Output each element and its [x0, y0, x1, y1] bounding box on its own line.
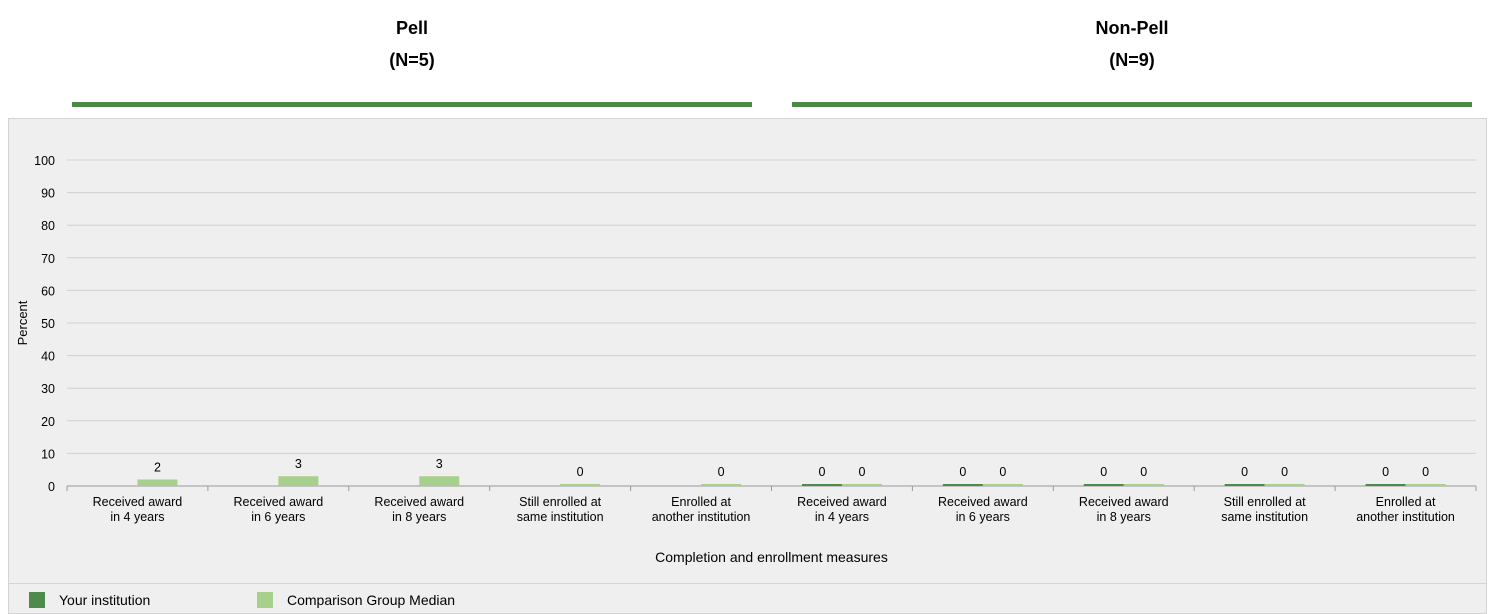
bar — [1224, 484, 1265, 486]
bar — [942, 484, 983, 486]
x-tick-label: Enrolled at — [671, 495, 731, 509]
chart-legend: Your institution Comparison Group Median — [8, 583, 1487, 614]
x-tick-label: Received award — [797, 495, 887, 509]
bar-value-label: 0 — [1422, 465, 1429, 479]
y-tick-label: 90 — [41, 187, 55, 201]
y-tick-label: 70 — [41, 252, 55, 266]
bar-value-label: 3 — [436, 457, 443, 471]
y-tick-label: 100 — [34, 154, 55, 168]
y-tick-label: 40 — [41, 350, 55, 364]
bar — [701, 484, 742, 486]
pell-group-title: Pell — [395, 18, 429, 38]
bar-value-label: 0 — [858, 465, 865, 479]
y-axis-title: Percent — [15, 300, 30, 345]
x-tick-label: same institution — [1221, 510, 1308, 524]
x-tick-label: another institution — [1356, 510, 1455, 524]
y-tick-label: 10 — [41, 447, 55, 461]
bar — [1123, 484, 1164, 486]
pell-group-rule — [72, 102, 752, 107]
x-tick-label: in 6 years — [251, 510, 305, 524]
bar-value-label: 0 — [959, 465, 966, 479]
legend-label-comparison-median: Comparison Group Median — [287, 592, 456, 608]
x-tick-label: Received award — [93, 495, 183, 509]
pell-group-header: Pell (N=5) — [72, 12, 752, 76]
bar — [1083, 484, 1124, 486]
bar-value-label: 0 — [718, 465, 725, 479]
bar — [1365, 484, 1406, 486]
bar — [1405, 484, 1446, 486]
bar — [278, 476, 319, 486]
bar — [1264, 484, 1305, 486]
bar-value-label: 0 — [1281, 465, 1288, 479]
bar-value-label: 0 — [1382, 465, 1389, 479]
x-tick-label: in 8 years — [1097, 510, 1151, 524]
y-tick-label: 30 — [41, 382, 55, 396]
x-tick-label: Received award — [374, 495, 464, 509]
x-tick-label: Received award — [1079, 495, 1169, 509]
bar-value-label: 0 — [999, 465, 1006, 479]
bar — [419, 476, 460, 486]
bar-value-label: 0 — [1241, 465, 1248, 479]
x-tick-label: in 6 years — [956, 510, 1010, 524]
x-tick-label: Enrolled at — [1376, 495, 1436, 509]
x-tick-label: in 4 years — [815, 510, 869, 524]
non-pell-group-rule — [792, 102, 1472, 107]
non-pell-group-header: Non-Pell (N=9) — [792, 12, 1472, 76]
bar — [841, 484, 882, 486]
legend-swatch-your-institution — [29, 592, 45, 608]
x-axis-title: Completion and enrollment measures — [655, 549, 888, 565]
bar-value-label: 3 — [295, 457, 302, 471]
y-tick-label: 60 — [41, 284, 55, 298]
bar — [137, 479, 178, 486]
y-tick-label: 50 — [41, 317, 55, 331]
legend-item-comparison-median: Comparison Group Median — [257, 592, 455, 608]
bar — [801, 484, 842, 486]
y-tick-label: 20 — [41, 415, 55, 429]
x-tick-label: another institution — [652, 510, 751, 524]
non-pell-group-title: Non-Pell — [1095, 18, 1169, 38]
x-tick-label: Received award — [938, 495, 1028, 509]
x-tick-label: Still enrolled at — [1224, 495, 1307, 509]
legend-swatch-comparison-median — [257, 592, 273, 608]
x-tick-label: in 8 years — [392, 510, 446, 524]
x-tick-label: Received award — [234, 495, 324, 509]
bar-value-label: 0 — [818, 465, 825, 479]
bar-value-label: 0 — [577, 465, 584, 479]
bar — [560, 484, 601, 486]
x-tick-label: Still enrolled at — [519, 495, 602, 509]
pell-group-count: (N=5) — [389, 50, 435, 70]
x-tick-label: in 4 years — [110, 510, 164, 524]
y-tick-label: 80 — [41, 219, 55, 233]
non-pell-group-count: (N=9) — [1109, 50, 1155, 70]
bar-value-label: 2 — [154, 460, 161, 474]
bar-value-label: 0 — [1140, 465, 1147, 479]
legend-label-your-institution: Your institution — [59, 592, 151, 608]
legend-item-your-institution: Your institution — [29, 592, 150, 608]
y-tick-label: 0 — [48, 480, 55, 494]
bar — [982, 484, 1023, 486]
x-tick-label: same institution — [517, 510, 604, 524]
bar-value-label: 0 — [1100, 465, 1107, 479]
